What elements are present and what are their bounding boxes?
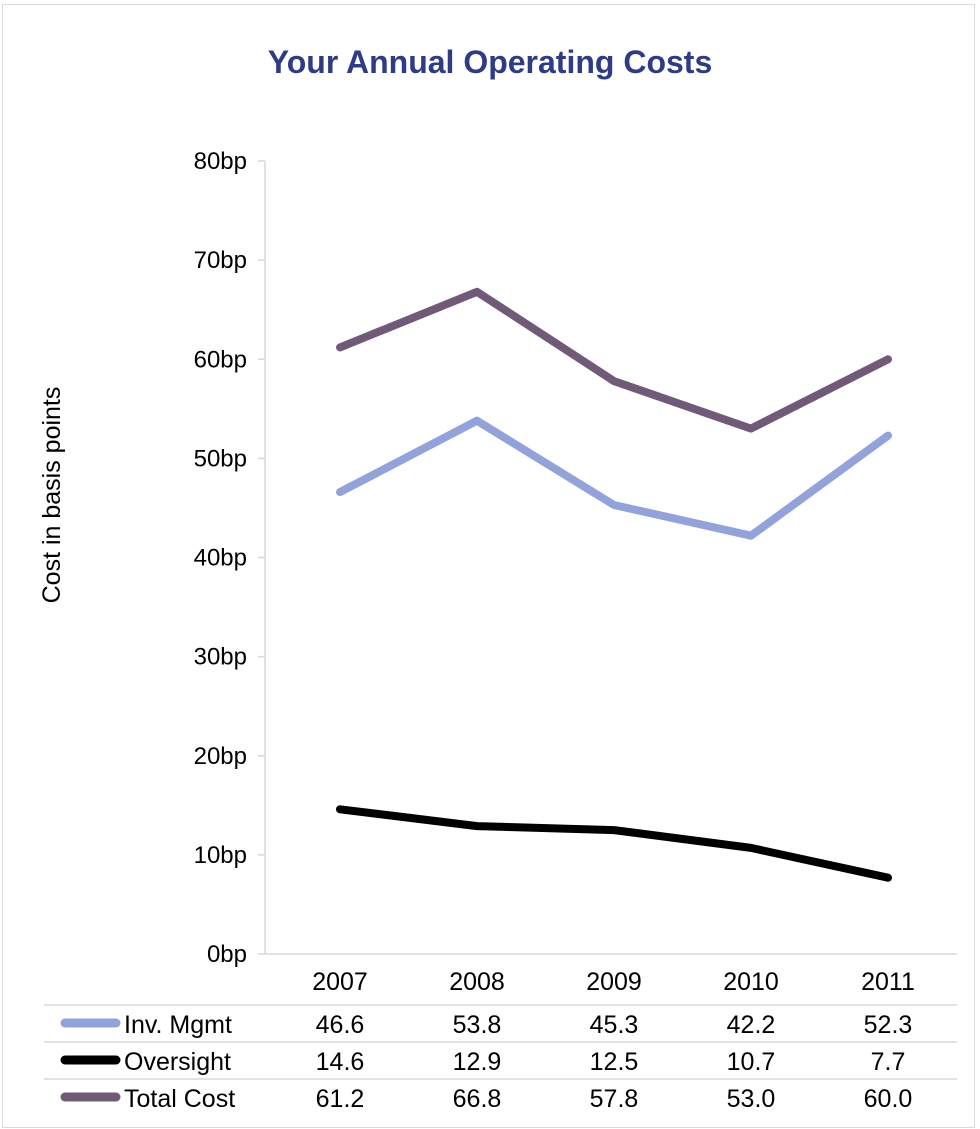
table-cell: 14.6 bbox=[316, 1048, 365, 1076]
table-cell: 52.3 bbox=[864, 1011, 913, 1039]
data-point bbox=[887, 358, 889, 360]
x-tick-label: 2008 bbox=[449, 968, 505, 996]
data-table: Inv. Mgmt 46.6 53.8 45.3 42.2 52.3 Oversight 14… bbox=[44, 1004, 957, 1113]
data-point bbox=[887, 877, 889, 879]
x-tick-label: 2010 bbox=[723, 968, 779, 996]
y-tick-label: 70bp bbox=[194, 247, 247, 274]
data-point bbox=[750, 535, 752, 537]
y-tick-label: 50bp bbox=[194, 445, 247, 472]
data-point bbox=[476, 825, 478, 827]
data-point bbox=[339, 808, 341, 810]
table-cell: 53.8 bbox=[453, 1011, 502, 1039]
table-cell: 45.3 bbox=[590, 1011, 639, 1039]
table-cell: 10.7 bbox=[727, 1048, 776, 1076]
series-line bbox=[336, 416, 892, 540]
data-point bbox=[476, 420, 478, 422]
table-cell: 42.2 bbox=[727, 1011, 776, 1039]
axis-layer: 0bp 10bp 20bp 30bp 40bp 50bp 60bp 70bp 80bp 2007 2… bbox=[194, 148, 957, 996]
y-tick-label: 30bp bbox=[194, 644, 247, 671]
data-point bbox=[887, 435, 889, 437]
data-point bbox=[476, 291, 478, 293]
y-tick-label: 40bp bbox=[194, 545, 247, 572]
data-point bbox=[750, 847, 752, 849]
y-axis-label: Cost in basis points bbox=[38, 387, 66, 604]
x-tick-label: 2011 bbox=[861, 968, 915, 996]
legend-label: Total Cost bbox=[124, 1085, 235, 1113]
data-point bbox=[613, 380, 615, 382]
data-point bbox=[750, 428, 752, 430]
table-cell: 7.7 bbox=[871, 1048, 906, 1076]
y-tick-label: 0bp bbox=[207, 941, 247, 968]
table-cell: 66.8 bbox=[453, 1085, 502, 1113]
table-cell: 53.0 bbox=[727, 1085, 776, 1113]
table-cell: 46.6 bbox=[316, 1011, 365, 1039]
data-point bbox=[613, 504, 615, 506]
data-point bbox=[339, 346, 341, 348]
series-line bbox=[336, 805, 892, 882]
data-point bbox=[339, 491, 341, 493]
table-cell: 57.8 bbox=[590, 1085, 639, 1113]
chart-title: Your Annual Operating Costs bbox=[267, 44, 713, 80]
y-tick-label: 60bp bbox=[194, 346, 247, 373]
series-line bbox=[336, 287, 892, 433]
table-cell: 12.9 bbox=[453, 1048, 502, 1076]
y-tick-label: 20bp bbox=[194, 743, 247, 770]
legend-label: Oversight bbox=[124, 1048, 231, 1076]
table-cell: 61.2 bbox=[316, 1085, 365, 1113]
y-tick-label: 80bp bbox=[194, 148, 247, 175]
legend-label: Inv. Mgmt bbox=[124, 1011, 232, 1039]
table-cell: 60.0 bbox=[864, 1085, 913, 1113]
y-tick-label: 10bp bbox=[194, 842, 247, 869]
chart-frame bbox=[2, 4, 975, 1128]
table-cell: 12.5 bbox=[590, 1048, 639, 1076]
series-layer bbox=[336, 287, 892, 882]
data-point bbox=[613, 829, 615, 831]
x-tick-label: 2009 bbox=[586, 968, 642, 996]
x-tick-label: 2007 bbox=[312, 968, 368, 996]
